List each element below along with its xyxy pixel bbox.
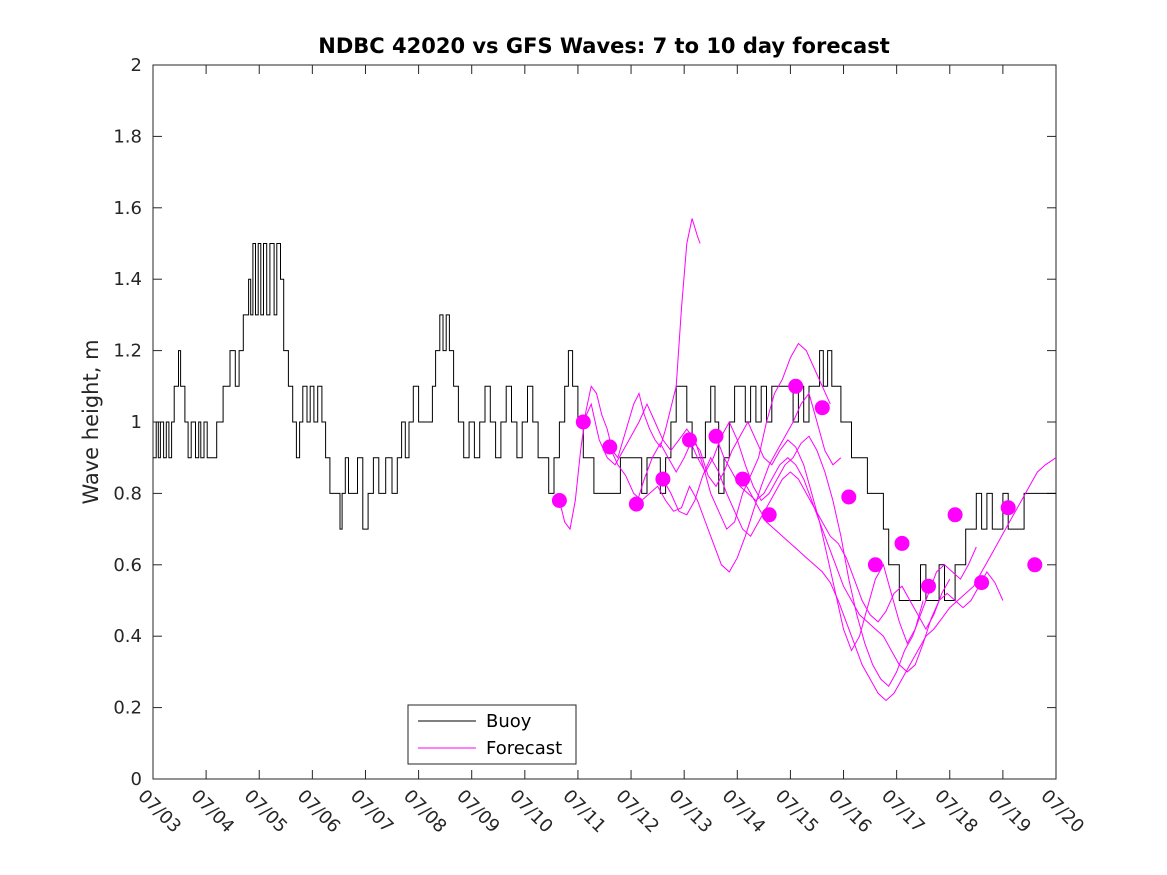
forecast-line	[662, 456, 951, 631]
forecast-marker	[761, 507, 777, 523]
forecast-line	[582, 342, 831, 530]
forecast-marker	[628, 496, 644, 512]
forecast-marker	[575, 414, 591, 430]
forecast-marker	[814, 400, 830, 416]
forecast-line	[558, 218, 701, 531]
y-axis-label: Wave height, m	[79, 339, 103, 504]
y-tick-label: 2	[131, 55, 142, 76]
legend-label: Forecast	[486, 738, 562, 759]
y-tick-label: 1.4	[113, 269, 142, 290]
y-tick-label: 0.4	[113, 626, 142, 647]
y-tick-label: 0	[131, 769, 142, 790]
forecast-marker	[735, 471, 751, 487]
forecast-marker	[894, 535, 910, 551]
y-tick-label: 1	[131, 412, 142, 433]
forecast-marker	[841, 489, 857, 505]
chart-title: NDBC 42020 vs GFS Waves: 7 to 10 day for…	[318, 34, 889, 58]
forecast-marker	[974, 575, 990, 591]
legend-box	[407, 704, 577, 765]
buoy-line	[153, 243, 1056, 601]
forecast-marker	[682, 432, 697, 448]
forecast-marker	[788, 378, 804, 394]
forecast-marker	[1000, 500, 1016, 516]
forecast-marker	[708, 428, 724, 444]
forecast-line	[715, 436, 1004, 673]
forecast-marker	[551, 493, 567, 508]
forecast-marker	[867, 557, 883, 573]
y-tick-label: 0.2	[113, 698, 142, 719]
data-layer	[153, 218, 1056, 702]
forecast-marker	[921, 578, 936, 594]
y-tick-label: 0.8	[113, 483, 142, 504]
y-tick-label: 1.8	[113, 126, 142, 147]
forecast-marker	[602, 439, 618, 455]
forecast-line	[635, 420, 924, 652]
y-tick-label: 1.6	[113, 198, 142, 219]
legend-label: Buoy	[486, 711, 532, 732]
legend: Buoy Forecast	[407, 704, 577, 765]
forecast-line	[609, 392, 842, 573]
forecast-marker	[1027, 557, 1043, 573]
forecast-marker	[947, 507, 963, 523]
y-tick-label: 1.2	[113, 341, 142, 362]
forecast-line	[742, 457, 1056, 702]
y-tick-label: 0.6	[113, 555, 142, 576]
forecast-marker	[655, 471, 671, 487]
